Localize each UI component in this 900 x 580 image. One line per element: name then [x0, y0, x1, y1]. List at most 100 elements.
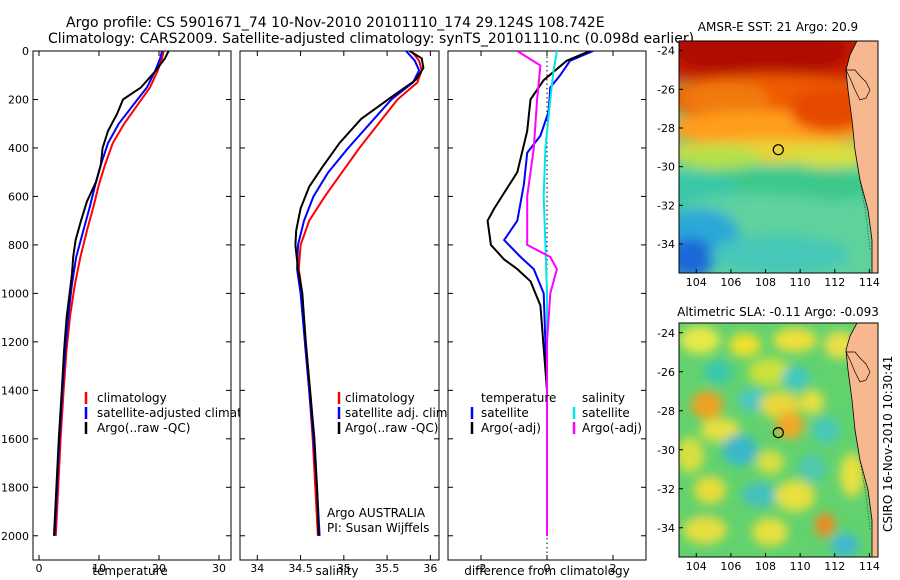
salinity-axis-ticks: 34 34.5 35 35.5 36	[240, 50, 439, 575]
salinity-panel: 34 34.5 35 35.5 36 salinity climatology sate…	[239, 50, 451, 578]
difference-xlabel: difference from climatology	[464, 564, 630, 578]
sst-heatmap	[679, 41, 878, 273]
y-tick-label: 1000	[1, 287, 29, 300]
salinity-legend: climatology satellite adj. clim. Argo(..…	[337, 391, 451, 435]
temperature-lines	[53, 51, 170, 536]
temperature-panel: 0 10 20 30 0 200 400 600 800 1000 1200 1400 1600 1800…	[1, 45, 275, 578]
legend-label-t-argo: Argo(-adj)	[481, 421, 541, 435]
map-x-tick-label: 106	[720, 276, 741, 289]
map-x-tick-label: 104	[686, 560, 707, 573]
x-tick-label: 2	[610, 562, 617, 575]
sla-map-panel: Altimetric SLA: -0.11 Argo: -0.093	[657, 305, 880, 573]
sst-map-title: AMSR-E SST: 21 Argo: 20.9	[698, 20, 858, 34]
map-y-tick-label: -26	[657, 83, 675, 96]
map-x-tick-label: 110	[790, 276, 811, 289]
difference-panel: -2 0 2 difference from climatology tempera…	[447, 50, 647, 578]
series-line-2	[542, 51, 558, 536]
salinity-plot-frame	[239, 50, 440, 561]
map-x-tick-label: 112	[824, 560, 845, 573]
series-line-2	[53, 51, 170, 536]
salinity-lines	[294, 51, 425, 536]
temperature-plot-frame	[32, 50, 232, 561]
argo-location-marker	[772, 144, 784, 156]
sst-map-ticks: 104 106 108 110 112 114 -24 -26 -28 -30 -32 -34	[657, 45, 880, 289]
legend-title-temperature: temperature	[481, 391, 556, 405]
sla-heatmap	[679, 323, 878, 557]
legend-label-s-satellite: satellite	[582, 406, 630, 420]
sla-map-ticks: 104 106 108 110 112 114 -24 -26 -28 -30 -32 -34	[657, 327, 880, 573]
series-line-0	[503, 51, 594, 536]
annotation-pi: PI: Susan Wijffels	[327, 521, 429, 535]
x-tick-label: 0	[544, 562, 551, 575]
salinity-xlabel: salinity	[315, 564, 358, 578]
y-tick-label: 800	[8, 239, 29, 252]
legend-label-argo: Argo(..raw -QC)	[97, 421, 190, 435]
legend-label-satellite: satellite-adjusted climatology	[97, 406, 275, 420]
map-x-tick-label: 112	[824, 276, 845, 289]
legend-label-climatology: climatology	[97, 391, 167, 405]
legend-label-s-argo: Argo(-adj)	[582, 421, 642, 435]
map-x-tick-label: 108	[755, 560, 776, 573]
annotation-argo-australia: Argo AUSTRALIA	[327, 506, 426, 520]
temperature-axis-ticks: 0 10 20 30 0 200 400 600 800 1000 1200 1400 1600 1800…	[1, 45, 231, 575]
x-tick-label: 34	[250, 562, 264, 575]
map-x-tick-label: 114	[859, 276, 880, 289]
y-tick-label: 1200	[1, 336, 29, 349]
y-tick-label: 1400	[1, 384, 29, 397]
difference-lines	[486, 51, 594, 536]
map-x-tick-label: 110	[790, 560, 811, 573]
temperature-xlabel: temperature	[92, 564, 167, 578]
map-y-tick-label: -24	[657, 45, 675, 58]
map-y-tick-label: -28	[657, 405, 675, 418]
map-y-tick-label: -34	[657, 238, 675, 251]
legend-label-t-satellite: satellite	[481, 406, 529, 420]
y-tick-label: 1600	[1, 433, 29, 446]
map-y-tick-label: -28	[657, 122, 675, 135]
y-tick-label: 200	[8, 93, 29, 106]
map-y-tick-label: -26	[657, 366, 675, 379]
difference-axis-ticks: -2 0 2	[448, 50, 646, 575]
x-tick-label: 10	[92, 562, 106, 575]
sla-map-frame	[678, 322, 879, 558]
map-y-tick-label: -24	[657, 327, 675, 340]
side-timestamp: CSIRO 16-Nov-2010 10:30:41	[881, 356, 895, 532]
y-tick-label: 600	[8, 190, 29, 203]
series-line-2	[294, 51, 425, 536]
sst-map-frame	[678, 40, 879, 274]
y-tick-label: 2000	[1, 530, 29, 543]
x-tick-label: 35.5	[375, 562, 400, 575]
x-tick-label: 34.5	[288, 562, 313, 575]
series-line-0	[54, 51, 165, 536]
map-y-tick-label: -30	[657, 161, 675, 174]
x-tick-label: 20	[152, 562, 166, 575]
title-line2: Climatology: CARS2009. Satellite-adjuste…	[48, 31, 694, 47]
map-x-tick-label: 108	[755, 276, 776, 289]
x-tick-label: 30	[212, 562, 226, 575]
legend-label-satellite: satellite adj. clim.	[345, 406, 451, 420]
y-tick-label: 400	[8, 142, 29, 155]
x-tick-label: 36	[423, 562, 437, 575]
y-tick-label: 0	[22, 45, 29, 58]
x-tick-label: 0	[36, 562, 43, 575]
temperature-legend: climatology satellite-adjusted climatolo…	[84, 391, 275, 435]
legend-title-salinity: salinity	[582, 391, 625, 405]
title-line1: Argo profile: CS 5901671_74 10-Nov-2010 …	[66, 15, 605, 31]
y-tick-label: 1800	[1, 481, 29, 494]
legend-label-argo: Argo(..raw -QC)	[345, 421, 438, 435]
map-y-tick-label: -30	[657, 444, 675, 457]
map-x-tick-label: 114	[859, 560, 880, 573]
sla-map-title: Altimetric SLA: -0.11 Argo: -0.093	[677, 305, 879, 319]
map-y-tick-label: -34	[657, 522, 675, 535]
map-y-tick-label: -32	[657, 199, 675, 212]
series-line-3	[516, 51, 558, 536]
map-x-tick-label: 104	[686, 276, 707, 289]
x-tick-label: -2	[476, 562, 487, 575]
x-tick-label: 35	[337, 562, 351, 575]
legend-label-climatology: climatology	[345, 391, 415, 405]
map-y-tick-label: -32	[657, 483, 675, 496]
map-x-tick-label: 106	[720, 560, 741, 573]
difference-legend: temperature satellite Argo(-adj) salinit…	[470, 391, 642, 435]
argo-location-marker	[772, 427, 784, 439]
sst-map-panel: AMSR-E SST: 21 Argo: 20.9	[657, 20, 880, 289]
